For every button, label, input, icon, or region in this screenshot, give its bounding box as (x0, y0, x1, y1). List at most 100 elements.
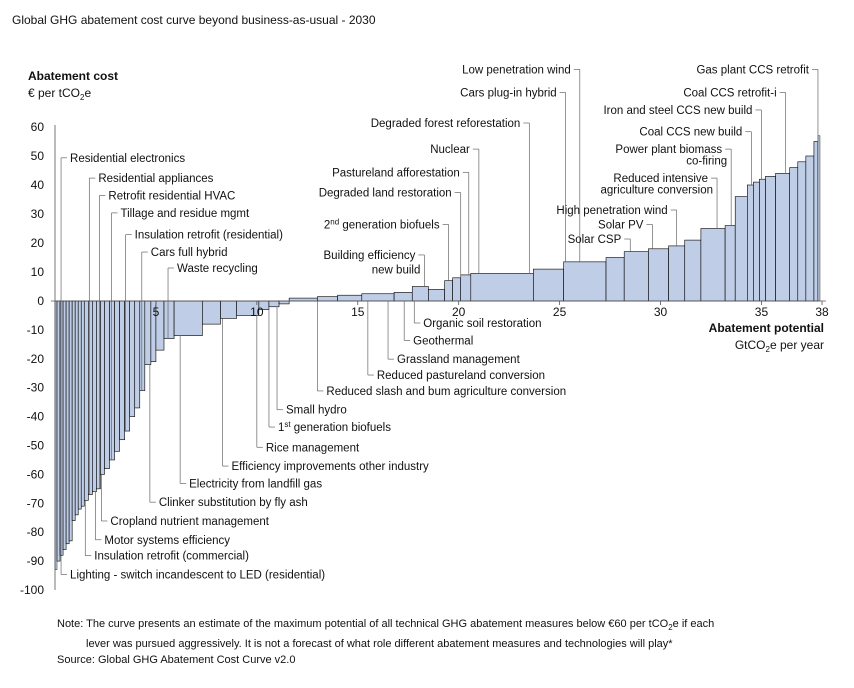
y-tick-label: 40 (31, 178, 45, 192)
below-annotation-7: Rice management (266, 442, 360, 454)
bar-35 (317, 296, 338, 302)
below-annotation-12: Motor systems efficiency (104, 535, 230, 547)
bar-36 (337, 294, 363, 302)
y-tick-label: -100 (20, 583, 44, 597)
bar-13 (96, 300, 101, 490)
bar-48 (623, 251, 649, 302)
bar-58 (765, 176, 776, 302)
bar-6 (71, 300, 76, 521)
bar-27 (173, 300, 203, 336)
above-annotation-17: Solar PV (598, 220, 644, 232)
bar-20 (129, 300, 136, 417)
bar-49 (648, 248, 669, 302)
x-tick-label: 35 (755, 305, 769, 319)
bar-56 (753, 181, 760, 302)
above-annotation-18: High penetration wind (556, 205, 667, 217)
below-annotation-10: Clinker substitution by fly ash (159, 497, 308, 509)
bar-63 (813, 141, 819, 302)
x-axis-unit: GtCO2e per year (735, 338, 824, 354)
bar-40 (428, 289, 445, 302)
bar-29 (220, 300, 237, 319)
bar-50 (668, 245, 686, 302)
x-axis-title: Abatement potential (709, 321, 824, 335)
bar-57 (759, 178, 766, 302)
bar-55 (747, 184, 754, 302)
x-tick-label: 25 (553, 305, 567, 319)
x-tick-label: 15 (351, 305, 365, 319)
above-annotation-15: Low penetration wind (462, 64, 571, 76)
above-annotation-21: Power plant biomass (615, 144, 722, 156)
bar-15 (104, 300, 110, 469)
below-annotation-8: Efficiency improvements other industry (232, 461, 430, 473)
bar-11 (88, 300, 93, 495)
above-annotation-13: Degraded forest reforestation (371, 118, 521, 130)
x-tick-label: 5 (153, 305, 160, 319)
bar-22 (139, 300, 146, 391)
bar-1 (56, 300, 61, 562)
y-tick-label: -20 (27, 352, 45, 366)
bar-8 (77, 300, 82, 510)
below-annotation-2: Grassland management (397, 354, 521, 366)
above-annotation-3: Tillage and residue mgmt (121, 208, 250, 220)
above-annotation-9: 2nd generation biofuels (324, 218, 440, 232)
above-annotation-23: Coal CCS new build (639, 127, 742, 139)
bar-32 (268, 300, 280, 308)
bar-43 (460, 274, 472, 302)
above-annotation-16: Solar CSP (568, 234, 622, 246)
bar-2 (59, 300, 64, 556)
y-tick-label: 10 (31, 265, 45, 279)
below-annotation-13: Insulation retrofit (commercial) (94, 551, 249, 563)
bar-54 (734, 196, 748, 302)
below-annotation-11: Cropland nutrient management (110, 516, 269, 528)
bar-46 (563, 261, 607, 302)
above-annotation-24: Iron and steel CCS new build (603, 105, 752, 117)
bar-4 (65, 300, 70, 545)
y-tick-label: -60 (27, 467, 45, 481)
below-annotation-9: Electricity from landfill gas (189, 478, 322, 490)
bar-23 (144, 300, 152, 365)
bar-53 (724, 225, 736, 302)
bar-5 (68, 300, 73, 542)
bar-41 (444, 280, 453, 302)
footnote: Note: The curve presents an estimate of … (57, 616, 714, 668)
y-tick-label: 60 (31, 120, 45, 134)
x-tick-label: 10 (250, 305, 264, 319)
above-annotation-0: Residential electronics (70, 153, 185, 165)
below-annotation-5: Small hydro (286, 405, 347, 417)
note-line-2: lever was pursued aggressively. It is no… (86, 638, 673, 651)
y-tick-label: -70 (27, 496, 45, 510)
below-annotation-6: 1st generation biofuels (278, 420, 391, 434)
above-annotation-20: agriculture conversion (601, 185, 714, 197)
y-tick-label: 30 (31, 207, 45, 221)
above-annotation-22: co-firing (686, 156, 727, 168)
above-annotation-8: new build (372, 264, 421, 276)
y-axis-unit: € per tCO2e (28, 86, 91, 102)
bar-34 (288, 297, 318, 302)
below-annotation-0: Organic soil restoration (423, 318, 541, 330)
y-tick-label: 20 (31, 236, 45, 250)
above-annotation-14: Cars plug-in hybrid (460, 88, 557, 100)
bar-64 (817, 135, 821, 302)
above-annotation-4: Insulation retrofit (residential) (135, 230, 283, 242)
bar-28 (202, 300, 221, 325)
bar-21 (134, 300, 141, 409)
y-tick-label: -30 (27, 381, 45, 395)
below-annotation-3: Reduced pastureland conversion (377, 370, 545, 382)
above-annotation-10: Degraded land restoration (319, 188, 452, 200)
source-line: Source: Global GHG Abatement Cost Curve … (57, 654, 296, 667)
above-annotation-25: Coal CCS retrofit-i (683, 88, 776, 100)
x-tick-label: 38 (815, 305, 829, 319)
bar-52 (700, 228, 726, 302)
above-annotation-5: Cars full hybrid (151, 247, 228, 259)
above-annotation-1: Residential appliances (98, 173, 213, 185)
above-annotation-2: Retrofit residential HVAC (108, 191, 235, 203)
bar-38 (393, 291, 413, 302)
bar-60 (789, 167, 799, 302)
bar-51 (684, 239, 702, 302)
bar-42 (452, 277, 462, 302)
bar-14 (100, 300, 105, 475)
above-annotation-11: Pastureland afforestation (332, 167, 460, 179)
bar-3 (62, 300, 67, 550)
bar-33 (278, 300, 290, 305)
